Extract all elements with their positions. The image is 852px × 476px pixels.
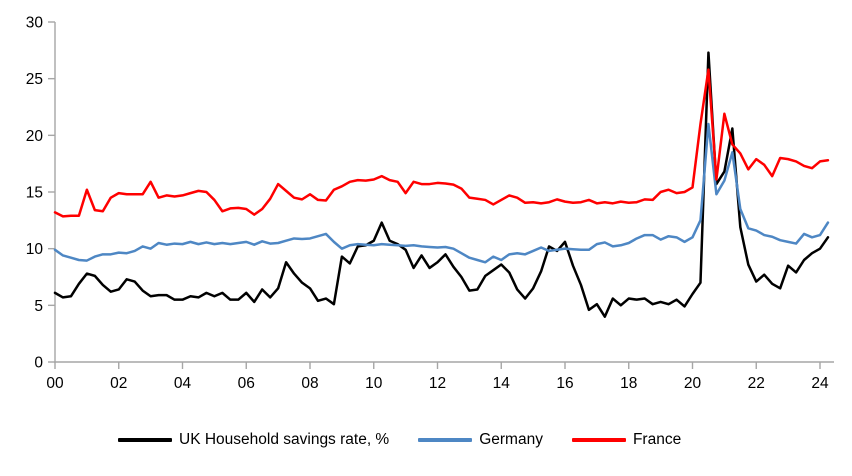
x-tick-label: 12 bbox=[429, 375, 446, 392]
legend-label-france: France bbox=[632, 431, 682, 448]
legend-item-france: France bbox=[571, 431, 682, 449]
y-tick-label: 30 bbox=[26, 15, 44, 32]
x-tick-label: 04 bbox=[174, 375, 192, 392]
x-tick-label: 02 bbox=[110, 375, 127, 392]
x-tick-label: 22 bbox=[748, 375, 765, 392]
x-tick-label: 18 bbox=[620, 375, 637, 392]
y-tick-label: 25 bbox=[26, 71, 43, 88]
x-tick-label: 14 bbox=[493, 375, 511, 392]
chart-legend: UK Household savings rate, % Germany Fra… bbox=[118, 427, 681, 453]
legend-label-germany: Germany bbox=[479, 431, 543, 448]
legend-line-france bbox=[571, 438, 626, 442]
legend-item-germany: Germany bbox=[418, 431, 543, 449]
y-tick-label: 0 bbox=[34, 355, 43, 372]
y-tick-label: 10 bbox=[26, 241, 44, 258]
series-line-germany bbox=[53, 122, 830, 264]
series-line-france bbox=[53, 68, 830, 218]
x-tick-label: 06 bbox=[238, 375, 255, 392]
x-tick-label: 16 bbox=[556, 375, 573, 392]
x-tick-label: 00 bbox=[46, 375, 64, 392]
y-tick-label: 20 bbox=[26, 128, 44, 145]
legend-label-uk: UK Household savings rate, % bbox=[179, 431, 390, 448]
legend-line-uk bbox=[118, 438, 172, 442]
legend-line-germany bbox=[418, 438, 473, 442]
series-line-uk bbox=[53, 51, 830, 318]
legend-item-uk: UK Household savings rate, % bbox=[118, 431, 389, 449]
y-tick-label: 5 bbox=[34, 298, 43, 315]
x-tick-label: 08 bbox=[301, 375, 318, 392]
x-tick-label: 24 bbox=[811, 375, 829, 392]
x-tick-label: 10 bbox=[365, 375, 383, 392]
y-tick-label: 15 bbox=[26, 185, 43, 202]
x-tick-label: 20 bbox=[684, 375, 702, 392]
